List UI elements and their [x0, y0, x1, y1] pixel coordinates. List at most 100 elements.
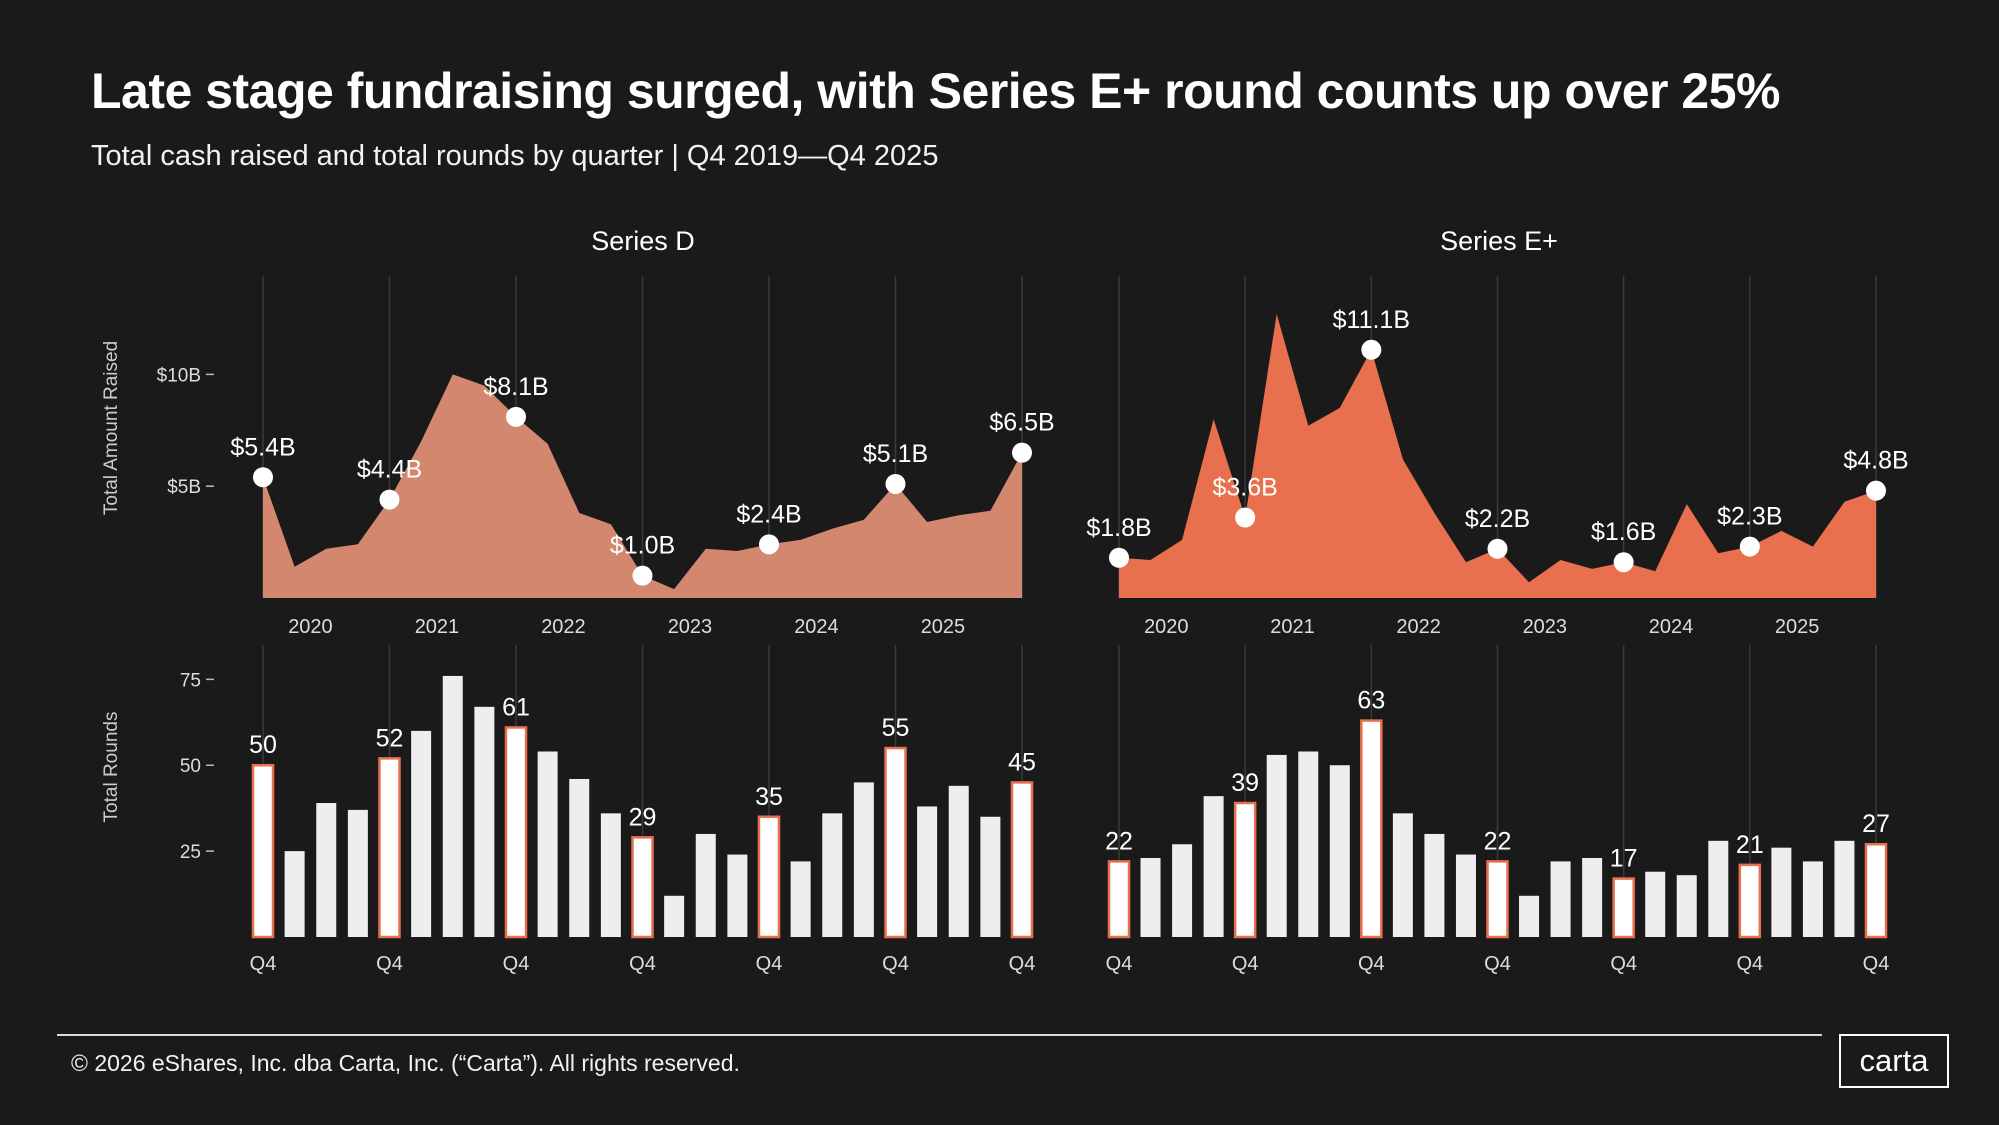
series-d-data-point — [506, 406, 526, 427]
series-d-bar — [727, 854, 748, 937]
series-d-bar — [917, 806, 938, 937]
series-d-bar — [790, 861, 811, 937]
series-d-panel-title: Series D — [591, 226, 695, 256]
series-d-quarter-tick-label: Q4 — [882, 953, 909, 975]
series-e-data-point — [1739, 536, 1760, 557]
series-d-data-label: $4.4B — [357, 456, 422, 484]
series-d-quarter-tick-label: Q4 — [629, 953, 656, 975]
series-e-bar-label: 21 — [1736, 831, 1764, 859]
series-e-bar — [1233, 801, 1257, 939]
series-d-bar — [474, 706, 495, 937]
series-d-quarter-tick-label: Q4 — [1009, 953, 1036, 975]
series-e-bar — [1392, 813, 1413, 937]
series-e-data-label: $1.8B — [1086, 514, 1151, 542]
series-d-data-point — [379, 489, 400, 510]
series-e-quarter-tick-label: Q4 — [1610, 953, 1637, 975]
series-d-bar — [251, 763, 275, 939]
series-d-bar — [948, 785, 969, 937]
series-e-bar — [1834, 840, 1855, 937]
series-d-bar-ytick-label: 75 — [180, 670, 201, 691]
series-d-area-ytick-label: $10B — [157, 365, 201, 386]
series-e-bar — [1424, 833, 1445, 937]
chart-title: Late stage fundraising surged, with Seri… — [91, 63, 1780, 119]
series-e-bar — [1172, 844, 1193, 937]
series-e-bar-label: 22 — [1484, 827, 1512, 855]
series-e-data-label: $2.2B — [1465, 505, 1530, 533]
series-e-year-tick-label: 2020 — [1144, 616, 1189, 638]
series-e-bar-label: 17 — [1610, 845, 1638, 873]
series-d-data-point — [759, 534, 779, 555]
series-d-quarter-tick-label: Q4 — [503, 953, 530, 975]
series-d-bar-ylabel: Total Rounds — [101, 712, 122, 823]
series-d-bar — [316, 803, 337, 937]
series-e-bar — [1140, 857, 1161, 937]
series-d-data-label: $6.5B — [989, 409, 1054, 437]
series-e-bar — [1582, 857, 1603, 937]
series-e-bar — [1645, 871, 1666, 937]
series-d-bar — [442, 675, 463, 937]
series-e-bar — [1519, 895, 1540, 937]
series-d-area-series — [263, 374, 1022, 598]
series-e-bar — [1771, 847, 1792, 937]
series-d-year-tick-label: 2023 — [668, 616, 713, 638]
series-d-bar — [631, 836, 654, 939]
series-e-data-label: $2.3B — [1717, 503, 1782, 531]
series-e-bar — [1612, 877, 1635, 939]
series-d-area-ylabel: Total Amount Raised — [101, 341, 122, 515]
series-d-bar — [347, 809, 368, 937]
series-d-bar — [757, 815, 781, 939]
series-e-bar — [1864, 842, 1888, 939]
series-d-bar — [569, 778, 590, 937]
series-d-bar — [664, 895, 685, 937]
series-e-bar — [1298, 751, 1319, 937]
series-d-year-tick-label: 2020 — [288, 616, 333, 638]
series-d-bar — [822, 813, 843, 937]
series-e-bar-label: 39 — [1231, 769, 1259, 797]
series-e-year-tick-label: 2023 — [1523, 616, 1568, 638]
series-d-bar — [600, 813, 621, 937]
series-d-bar — [504, 726, 528, 939]
series-d-bar — [537, 751, 558, 937]
series-d-quarter-tick-label: Q4 — [756, 953, 783, 975]
copyright-text: © 2026 eShares, Inc. dba Carta, Inc. (“C… — [71, 1050, 740, 1076]
series-e-data-label: $1.6B — [1591, 518, 1656, 546]
series-d-data-label: $2.4B — [736, 500, 801, 528]
series-e-area-series — [1119, 314, 1876, 598]
series-d-data-point — [632, 565, 653, 586]
series-e-quarter-tick-label: Q4 — [1863, 953, 1890, 975]
series-e-quarter-tick-label: Q4 — [1232, 953, 1259, 975]
series-d-bar — [980, 816, 1001, 937]
series-d-bar-label: 61 — [502, 693, 530, 721]
series-d-data-point — [885, 473, 906, 494]
series-e-year-tick-label: 2024 — [1649, 616, 1694, 638]
series-e-quarter-tick-label: Q4 — [1484, 953, 1511, 975]
series-d-bar-label: 35 — [755, 783, 783, 811]
series-d-bar-label: 45 — [1008, 748, 1036, 776]
series-e-bar-label: 27 — [1862, 810, 1890, 838]
series-e-bar — [1360, 719, 1383, 939]
series-e-bar — [1455, 854, 1476, 937]
series-d-data-point — [253, 467, 273, 488]
series-e-data-point — [1235, 507, 1256, 528]
series-e-bar-label: 63 — [1357, 687, 1385, 715]
series-d-data-point — [1012, 442, 1032, 463]
series-d-data-label: $5.1B — [863, 440, 928, 468]
series-d-bar — [378, 757, 401, 939]
series-e-data-point — [1613, 552, 1634, 573]
series-d-bar-label: 50 — [249, 731, 277, 759]
series-d-bar-label: 55 — [882, 714, 910, 742]
series-e-bar-label: 22 — [1105, 827, 1133, 855]
series-d-area-ytick-label: $5B — [167, 477, 201, 498]
series-e-bar — [1107, 860, 1131, 939]
series-d-data-label: $1.0B — [610, 532, 675, 560]
series-e-bar — [1203, 796, 1224, 937]
footer-divider — [57, 1034, 1822, 1036]
series-e-quarter-tick-label: Q4 — [1736, 953, 1763, 975]
series-e-year-tick-label: 2021 — [1270, 616, 1315, 638]
series-d-bar — [1010, 781, 1034, 939]
series-d-bar — [884, 746, 907, 939]
carta-logo: carta — [1839, 1034, 1949, 1088]
series-d-bar — [411, 730, 432, 937]
series-d-year-tick-label: 2024 — [794, 616, 839, 638]
series-d-bar-label: 52 — [376, 724, 404, 752]
